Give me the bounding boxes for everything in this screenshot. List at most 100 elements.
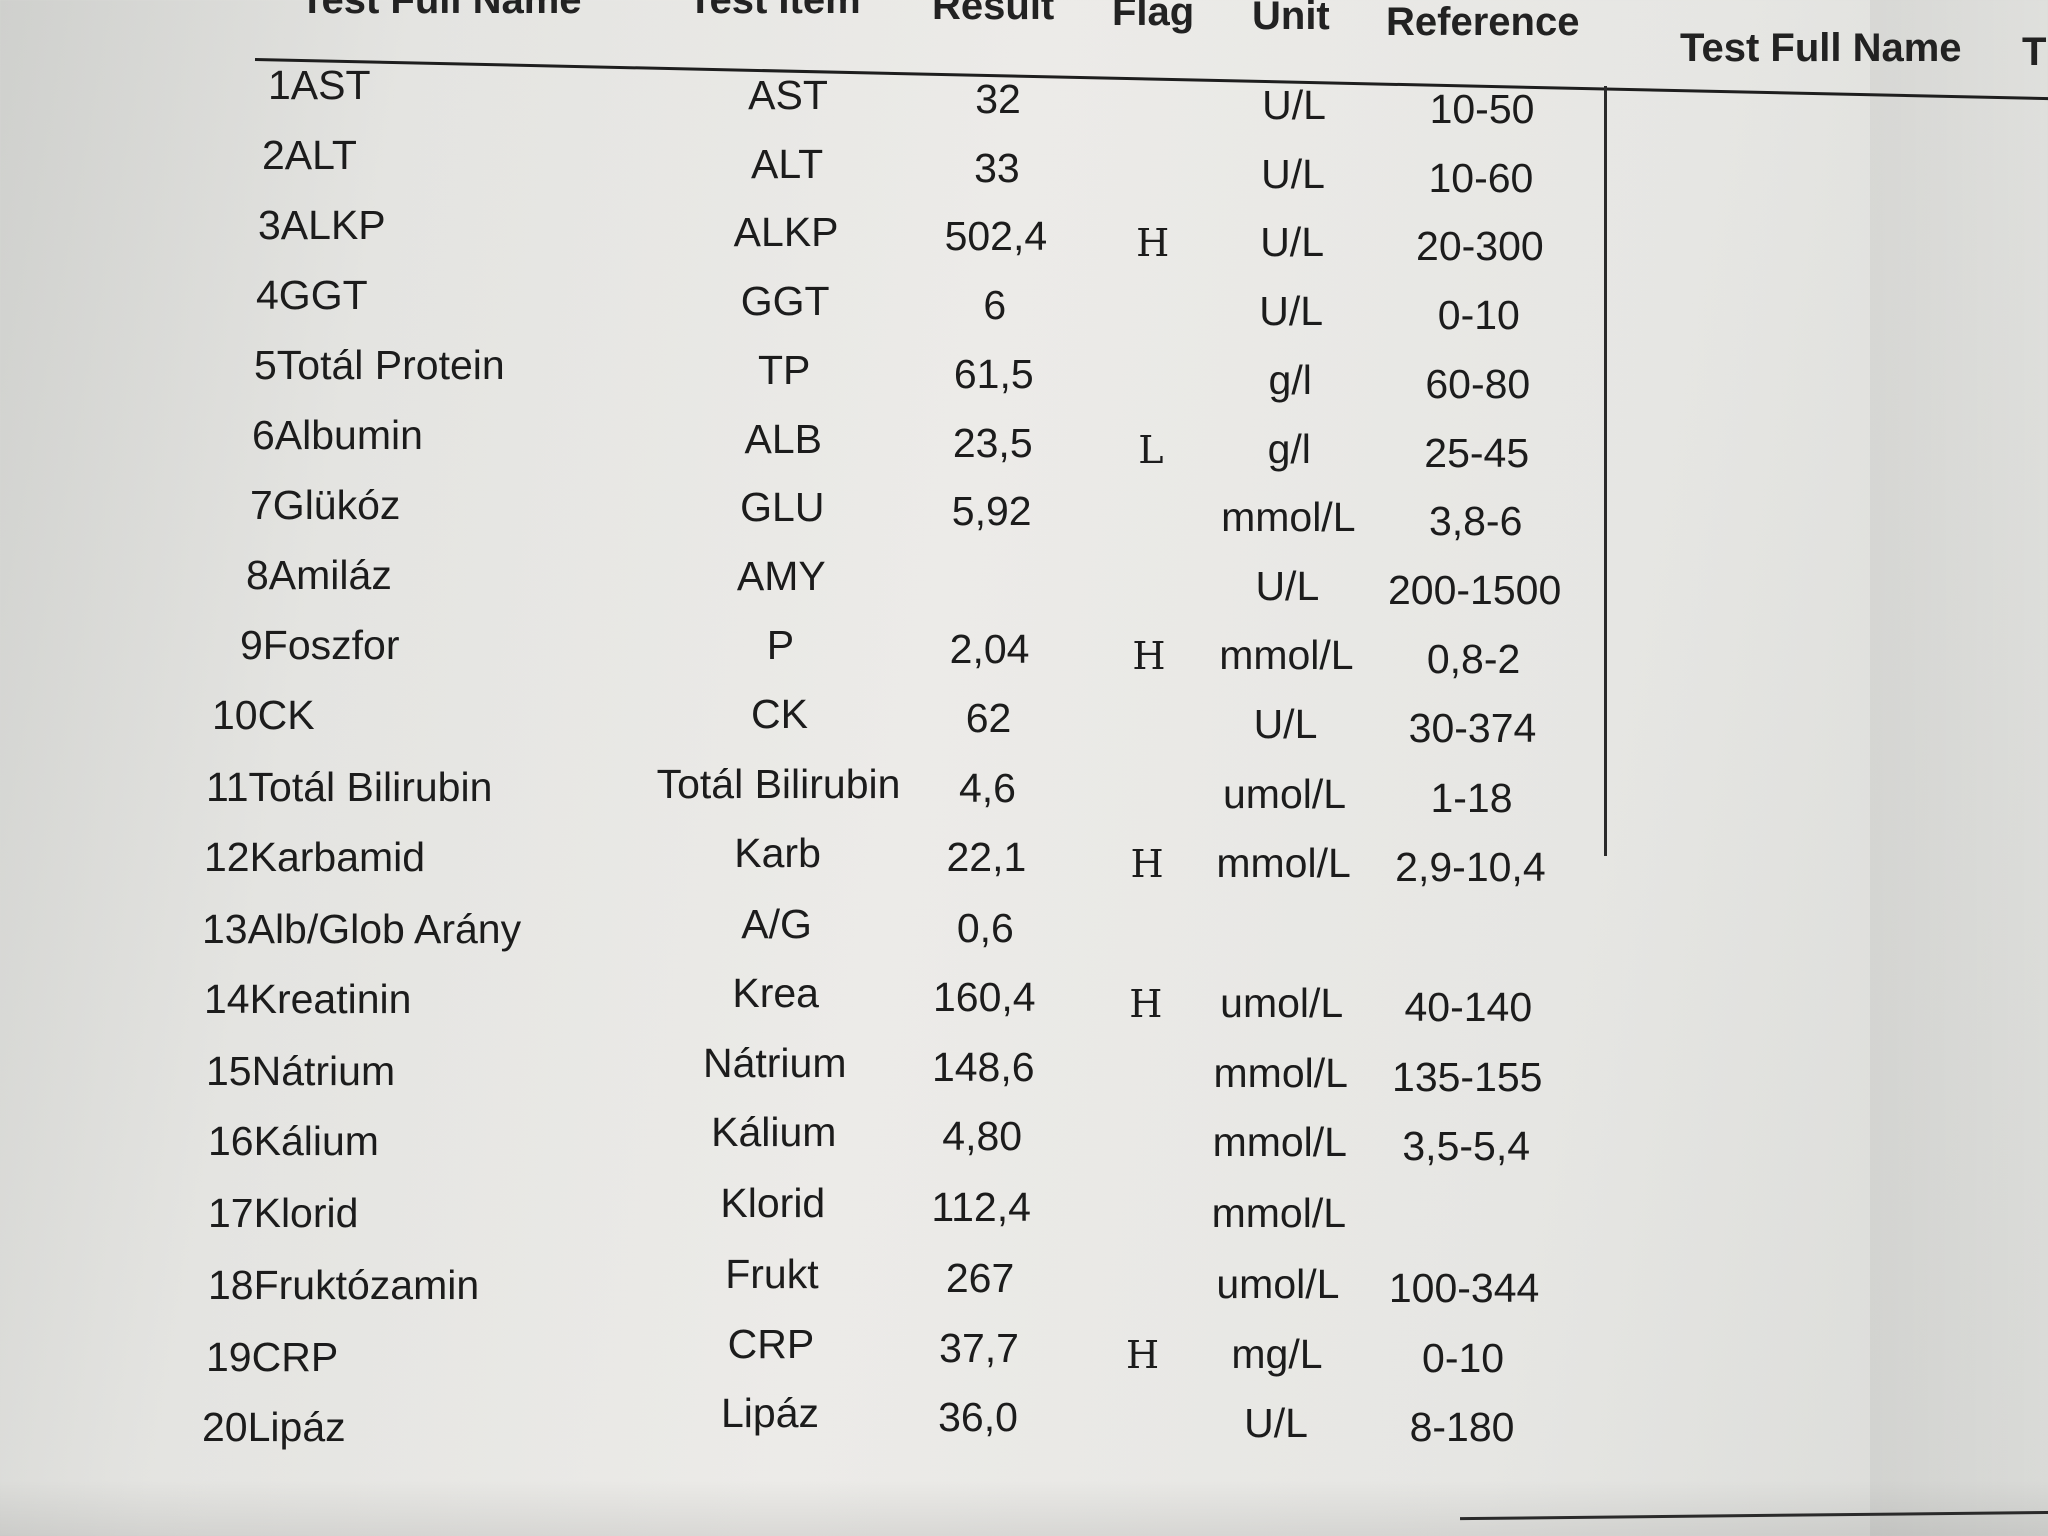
result-cell: 267	[945, 1255, 1015, 1301]
unit-cell: U/L	[1253, 701, 1318, 747]
test-full-name-cell: 19CRP	[206, 1334, 339, 1380]
test-full-name-cell: 10CK	[212, 692, 315, 738]
unit-cell: mmol/L	[1216, 840, 1351, 886]
item-cell: AST	[748, 72, 828, 118]
result-cell: 23,5	[952, 420, 1033, 466]
unit-cell: umol/L	[1220, 980, 1344, 1026]
test-full-name-cell: 13Alb/Glob Arány	[202, 906, 522, 952]
result-cell: 148,6	[931, 1044, 1035, 1090]
item-cell: ALT	[750, 141, 824, 187]
test-full-name-cell: 12Karbamid	[204, 834, 426, 880]
result-cell: 22,1	[946, 834, 1027, 880]
reference-cell: 0-10	[1422, 1335, 1505, 1381]
test-full-name-cell: 16Kálium	[208, 1118, 379, 1164]
reference-cell: 30-374	[1408, 705, 1537, 751]
item-cell: TP	[758, 347, 811, 393]
column-divider-line	[1604, 86, 1607, 856]
test-full-name-cell: 20Lipáz	[202, 1404, 346, 1450]
reference-cell: 0,8-2	[1426, 636, 1521, 682]
item-cell: A/G	[741, 901, 812, 947]
item-cell: Krea	[732, 970, 819, 1016]
item-cell: Totál Bilirubin	[656, 761, 901, 807]
result-cell: 4,6	[958, 765, 1016, 811]
unit-cell: umol/L	[1216, 1261, 1340, 1307]
unit-cell: g/l	[1267, 426, 1311, 472]
item-cell: AMY	[736, 553, 826, 599]
item-cell: Frukt	[725, 1251, 819, 1297]
test-full-name-cell: 8Amiláz	[246, 552, 392, 598]
reference-cell: 1-18	[1430, 775, 1513, 821]
result-cell: 62	[965, 695, 1012, 741]
result-cell: 37,7	[939, 1325, 1019, 1371]
test-full-name-cell: 7Glükóz	[250, 482, 401, 528]
item-cell: ALKP	[733, 209, 839, 255]
test-full-name-cell: 17Klorid	[208, 1190, 359, 1236]
test-full-name-cell: 2ALT	[262, 132, 357, 178]
flag-cell: H	[1130, 842, 1164, 886]
reference-cell: 10-50	[1429, 86, 1535, 132]
header-reference: Reference	[1386, 0, 1580, 44]
reference-cell: 3,5-5,4	[1402, 1123, 1531, 1169]
test-full-name-cell: 1AST	[268, 62, 371, 108]
flag-cell: H	[1129, 982, 1163, 1026]
unit-cell: mmol/L	[1211, 1190, 1347, 1236]
item-cell: Lipáz	[720, 1390, 819, 1436]
unit-cell: mmol/L	[1212, 1119, 1347, 1165]
header-test-item: Test Item	[688, 0, 861, 22]
test-full-name-cell: 6Albumin	[252, 412, 423, 458]
unit-cell: mg/L	[1231, 1331, 1323, 1377]
unit-cell: g/l	[1268, 357, 1312, 403]
header-test-full-name: Test Full Name	[300, 0, 582, 22]
flag-cell: H	[1132, 634, 1166, 678]
result-cell: 6	[983, 282, 1007, 328]
paper-bottom-shadow	[0, 1480, 2048, 1536]
header-flag: Flag	[1112, 0, 1195, 34]
result-cell: 32	[975, 76, 1021, 122]
reference-cell: 3,8-6	[1428, 498, 1523, 544]
item-cell: GGT	[740, 278, 830, 324]
unit-cell: umol/L	[1222, 771, 1347, 817]
item-cell: P	[766, 622, 795, 668]
header-unit: Unit	[1252, 0, 1330, 38]
item-cell: Nátrium	[702, 1040, 847, 1086]
unit-cell: mmol/L	[1219, 632, 1354, 678]
unit-cell: mmol/L	[1213, 1050, 1348, 1096]
unit-cell: U/L	[1262, 82, 1326, 128]
unit-cell: U/L	[1261, 151, 1325, 197]
reference-cell: 25-45	[1424, 430, 1530, 476]
paper-edge-shadow	[1870, 0, 2048, 1536]
result-cell: 36,0	[938, 1394, 1018, 1440]
result-cell: 61,5	[953, 351, 1034, 397]
unit-cell: U/L	[1255, 563, 1320, 609]
unit-cell: U/L	[1244, 1400, 1308, 1446]
reference-cell: 10-60	[1428, 155, 1534, 201]
test-full-name-cell: 15Nátrium	[206, 1048, 396, 1094]
reference-cell: 135-155	[1392, 1054, 1543, 1100]
item-cell: CK	[750, 691, 808, 737]
item-cell: GLU	[740, 484, 825, 530]
result-cell: 0,6	[956, 905, 1014, 951]
flag-cell: H	[1126, 1333, 1160, 1377]
reference-cell: 60-80	[1425, 361, 1531, 407]
header-test-full-name-right: Test Full Name	[1680, 26, 1962, 70]
test-full-name-cell: 4GGT	[256, 272, 368, 318]
result-cell: 502,4	[944, 213, 1048, 259]
result-cell: 160,4	[933, 974, 1036, 1020]
reference-cell: 0-10	[1437, 292, 1520, 338]
result-cell: 33	[974, 145, 1020, 191]
item-cell: Kálium	[711, 1109, 837, 1155]
item-cell: Karb	[734, 830, 821, 876]
test-full-name-cell: 18Fruktózamin	[208, 1262, 480, 1308]
result-cell: 2,04	[949, 626, 1030, 672]
reference-cell: 40-140	[1404, 984, 1533, 1030]
flag-cell: L	[1138, 428, 1164, 472]
test-full-name-cell: 3ALKP	[258, 202, 386, 248]
item-cell: CRP	[727, 1321, 815, 1367]
header-cut-off-right: T	[2022, 30, 2047, 74]
reference-cell: 20-300	[1416, 223, 1544, 269]
unit-cell: U/L	[1259, 288, 1324, 334]
result-cell: 112,4	[931, 1184, 1031, 1230]
result-cell: 4,80	[942, 1113, 1023, 1159]
unit-cell: U/L	[1260, 219, 1324, 265]
